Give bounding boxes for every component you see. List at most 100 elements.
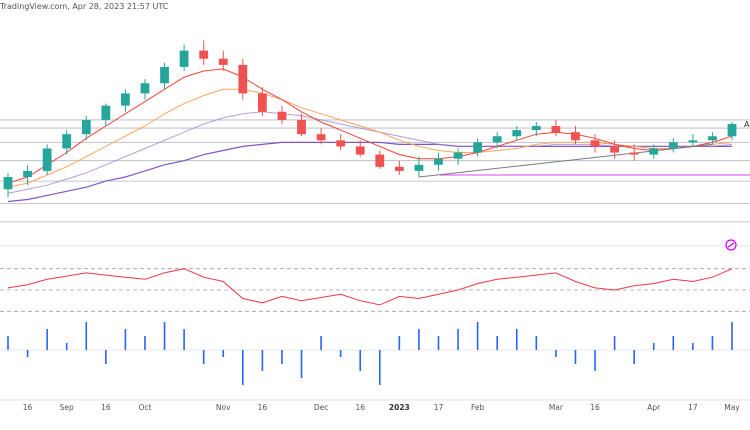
x-tick-label: Mar: [549, 403, 564, 412]
edge-label: A: [744, 120, 750, 129]
candle-body[interactable]: [62, 134, 72, 149]
candle-body[interactable]: [355, 146, 365, 155]
volume-bar: [731, 322, 733, 350]
candle-body[interactable]: [316, 134, 326, 141]
volume-bar: [261, 350, 264, 371]
volume-bar: [594, 350, 596, 371]
indicator-settings-icon-slash: [727, 242, 735, 248]
candle-body[interactable]: [473, 142, 483, 153]
candle-body[interactable]: [257, 93, 267, 112]
volume-bar: [144, 336, 146, 350]
x-tick-label: 16: [355, 403, 365, 412]
volume-bar: [418, 329, 420, 350]
candle-body[interactable]: [277, 111, 287, 120]
volume-bar: [359, 350, 362, 371]
candle-body[interactable]: [218, 58, 228, 65]
candle-body[interactable]: [101, 105, 111, 120]
candle-body[interactable]: [492, 136, 502, 143]
support-trendline: [418, 143, 713, 178]
x-tick-label: 17: [434, 403, 444, 412]
volume-bar: [535, 336, 538, 350]
volume-bar: [26, 350, 29, 357]
volume-bar: [242, 350, 244, 385]
x-tick-label: Oct: [138, 403, 151, 412]
x-tick-label: May: [724, 403, 740, 412]
volume-bar: [320, 336, 322, 350]
volume-bar: [7, 336, 9, 350]
volume-bar: [300, 350, 303, 378]
x-tick-label: 16: [101, 403, 111, 412]
candle-body[interactable]: [140, 83, 150, 94]
candle-body[interactable]: [199, 50, 209, 59]
candle-body[interactable]: [551, 126, 561, 133]
candle-body[interactable]: [375, 154, 385, 167]
volume-bar: [476, 322, 479, 350]
candle-body[interactable]: [688, 140, 698, 143]
chart-header: TradingView.com, Apr 28, 2023 21:57 UTC: [0, 2, 169, 11]
volume-bar: [692, 343, 694, 350]
x-tick-label: 17: [688, 403, 698, 412]
volume-bar: [65, 343, 68, 350]
volume-bar: [711, 336, 714, 350]
volume-bar: [281, 350, 283, 364]
volume-bar: [574, 350, 577, 364]
volume-bar: [613, 336, 616, 350]
x-tick-label: Sep: [60, 403, 74, 412]
volume-bar: [378, 350, 381, 385]
candle-body[interactable]: [610, 146, 619, 153]
volume-bar: [496, 336, 498, 350]
x-tick-label: Nov: [216, 403, 231, 412]
x-tick-label: Feb: [471, 403, 485, 412]
volume-bar: [633, 350, 635, 364]
candle-body[interactable]: [81, 119, 91, 135]
x-tick-label: 16: [23, 403, 33, 412]
candle-body[interactable]: [434, 158, 443, 165]
volume-bar: [163, 322, 166, 350]
candle-body[interactable]: [629, 152, 639, 155]
candle-body[interactable]: [121, 93, 130, 106]
ema-mid-line: [7, 88, 733, 188]
candle-body[interactable]: [160, 66, 169, 84]
volume-bar: [222, 350, 225, 357]
candle-body[interactable]: [649, 148, 659, 155]
candle-body[interactable]: [238, 64, 248, 94]
x-tick-label: Apr: [647, 403, 661, 412]
ema-200-line: [7, 141, 732, 203]
x-tick-label: 2023: [389, 403, 410, 412]
candle-body[interactable]: [571, 132, 580, 141]
candle-body[interactable]: [590, 140, 600, 147]
volume-bar: [183, 329, 185, 350]
x-tick-label: Dec: [314, 403, 329, 412]
candle-body[interactable]: [668, 142, 678, 149]
volume-bar: [457, 329, 459, 350]
volume-bar: [202, 350, 205, 364]
candle-body[interactable]: [414, 164, 424, 171]
candle-body[interactable]: [708, 136, 717, 141]
ema-fast-line: [7, 68, 733, 184]
volume-bar: [46, 329, 48, 350]
volume-bar: [85, 322, 88, 350]
volume-bar: [437, 336, 440, 350]
candle-body[interactable]: [179, 50, 189, 67]
volume-bar: [515, 329, 518, 350]
x-tick-label: 16: [590, 403, 600, 412]
ema-slow-line: [7, 111, 733, 194]
candle-body[interactable]: [512, 130, 522, 137]
volume-bar: [124, 329, 127, 350]
volume-bar: [652, 343, 655, 350]
candle-body[interactable]: [3, 177, 13, 190]
candle-body[interactable]: [297, 119, 306, 135]
candle-body[interactable]: [336, 140, 346, 147]
rsi-line: [7, 268, 733, 306]
candle-body[interactable]: [394, 166, 404, 171]
x-tick-label: 16: [258, 403, 268, 412]
candle-body[interactable]: [531, 126, 541, 131]
indicator-settings-icon[interactable]: [725, 239, 737, 251]
volume-bar: [339, 350, 342, 357]
volume-bar: [555, 350, 557, 357]
candle-body[interactable]: [42, 148, 52, 171]
candle-body[interactable]: [727, 124, 737, 137]
candle-body[interactable]: [23, 170, 32, 178]
candle-body[interactable]: [453, 152, 463, 159]
